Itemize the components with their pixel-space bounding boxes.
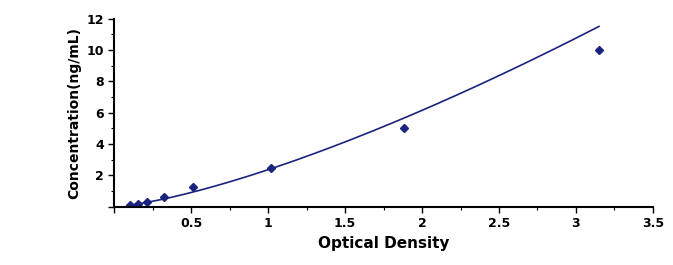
Y-axis label: Concentration(ng/mL): Concentration(ng/mL) (67, 26, 81, 199)
X-axis label: Optical Density: Optical Density (318, 236, 450, 251)
